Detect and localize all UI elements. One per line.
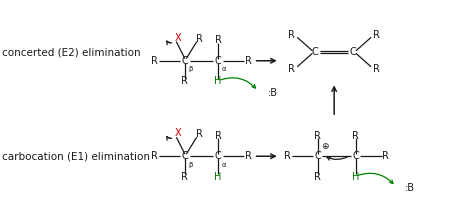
Text: X: X [174, 128, 181, 138]
Text: C: C [182, 151, 188, 161]
Text: C: C [352, 151, 359, 161]
Text: R: R [374, 64, 380, 74]
FancyArrowPatch shape [327, 156, 348, 160]
Text: C: C [215, 151, 221, 161]
Text: R: R [314, 131, 321, 141]
FancyArrowPatch shape [167, 41, 172, 45]
Text: α: α [221, 66, 226, 72]
Text: R: R [182, 76, 188, 86]
Text: H: H [214, 172, 222, 182]
Text: R: R [196, 34, 202, 44]
Text: R: R [196, 129, 202, 139]
Text: X: X [174, 33, 181, 43]
Text: R: R [383, 151, 389, 161]
Text: β: β [188, 162, 192, 168]
Text: carbocation (E1) elimination: carbocation (E1) elimination [2, 151, 150, 161]
Text: R: R [245, 56, 252, 66]
Text: R: R [245, 151, 252, 161]
Text: R: R [352, 131, 359, 141]
Text: C: C [314, 151, 321, 161]
Text: concerted (E2) elimination: concerted (E2) elimination [2, 47, 141, 57]
Text: R: R [151, 56, 158, 66]
Text: R: R [284, 151, 291, 161]
Text: C: C [182, 56, 188, 66]
Text: C: C [350, 47, 356, 57]
Text: R: R [215, 131, 221, 141]
Text: R: R [288, 64, 295, 74]
Text: R: R [151, 151, 158, 161]
Text: R: R [288, 30, 295, 40]
Text: R: R [182, 172, 188, 182]
Text: :B: :B [268, 88, 278, 98]
Text: C: C [312, 47, 319, 57]
Text: R: R [215, 35, 221, 45]
FancyArrowPatch shape [358, 173, 393, 184]
Text: ⊕: ⊕ [321, 142, 328, 151]
FancyArrowPatch shape [221, 78, 255, 88]
Text: R: R [314, 172, 321, 182]
Text: α: α [221, 162, 226, 168]
Text: R: R [374, 30, 380, 40]
Text: H: H [352, 172, 359, 182]
Text: β: β [188, 66, 192, 72]
Text: :B: :B [405, 183, 415, 193]
Text: C: C [215, 56, 221, 66]
Text: H: H [214, 76, 222, 86]
FancyArrowPatch shape [167, 136, 172, 140]
